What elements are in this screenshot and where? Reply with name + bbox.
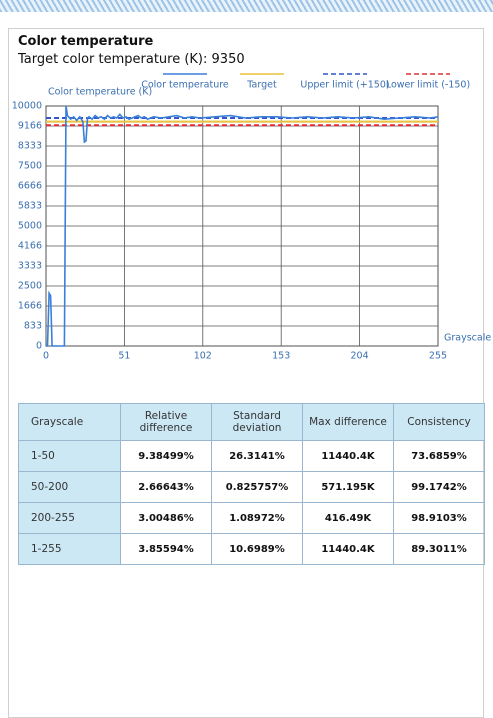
x-tick-label: 153 (272, 351, 290, 362)
table-cell: 3.00486% (120, 502, 212, 534)
table-cell: 26.3141% (211, 440, 303, 472)
y-tick-label: 3333 (18, 261, 42, 272)
y-tick-label: 10000 (12, 101, 42, 112)
x-tick-label: 51 (118, 351, 130, 362)
table-cell: 0.825757% (211, 471, 303, 503)
y-tick-label: 5000 (18, 221, 42, 232)
y-tick-label: 8333 (18, 141, 42, 152)
subtitle: Target color temperature (K): 9350 (18, 52, 245, 67)
y-tick-label: 0 (36, 341, 42, 352)
table-cell: 98.9103% (393, 502, 485, 534)
column-header: Grayscale (18, 403, 121, 441)
table-cell: 89.3011% (393, 533, 485, 565)
table-cell: 1.08972% (211, 502, 303, 534)
table-cell: 50-200 (18, 471, 121, 503)
x-tick-label: 204 (351, 351, 369, 362)
table-row: Grayscale Relative difference Standard dev… (18, 403, 485, 441)
table-cell: 1-50 (18, 440, 121, 472)
table-cell: 11440.4K (302, 533, 394, 565)
legend-label: Upper limit (+150) (300, 80, 389, 91)
table-cell: 3.85594% (120, 533, 212, 565)
table-cell: 416.49K (302, 502, 394, 534)
y-tick-label: 6666 (18, 181, 42, 192)
y-tick-label: 7500 (18, 161, 42, 172)
table-row: 50-200 2.66643% 0.825757% 571.195K 99.1742% (18, 471, 485, 503)
y-axis-label: Color temperature (K) (48, 87, 152, 98)
y-tick-label: 5833 (18, 201, 42, 212)
table-cell: 10.6989% (211, 533, 303, 565)
table-cell: 200-255 (18, 502, 121, 534)
table: Grayscale Relative difference Standard dev… (18, 403, 485, 565)
table-row: 200-255 3.00486% 1.08972% 416.49K 98.9103% (18, 502, 485, 534)
table-cell: 73.6859% (393, 440, 485, 472)
y-tick-label: 4166 (18, 241, 42, 252)
title: Color temperature (18, 34, 154, 49)
table-cell: 11440.4K (302, 440, 394, 472)
series-line (46, 105, 439, 347)
x-axis-label: Grayscale (444, 333, 491, 344)
table-row: 1-50 9.38499% 26.3141% 11440.4K 73.6859% (18, 440, 485, 472)
column-header: Relative difference (120, 403, 212, 441)
table-cell: 1-255 (18, 533, 121, 565)
decor-band (0, 0, 493, 12)
table-row: 1-255 3.85594% 10.6989% 11440.4K 89.3011% (18, 533, 485, 565)
table-cell: 571.195K (302, 471, 394, 503)
table-cell: 9.38499% (120, 440, 212, 472)
table-cell: 99.1742% (393, 471, 485, 503)
x-tick-label: 255 (429, 351, 447, 362)
x-tick-label: 102 (194, 351, 212, 362)
x-tick-label: 0 (43, 351, 49, 362)
y-tick-label: 1666 (18, 301, 42, 312)
column-header: Consistency (393, 403, 485, 441)
table-cell: 2.66643% (120, 471, 212, 503)
chart: 0 833 1666 2500 3333 4166 5000 5833 6666 7500 8333… (12, 73, 491, 362)
legend-label: Target (246, 80, 277, 91)
y-tick-label: 2500 (18, 281, 42, 292)
legend-label: Lower limit (-150) (386, 80, 470, 91)
column-header: Max difference (302, 403, 394, 441)
legend-label: Color temperature (141, 80, 229, 91)
y-tick-label: 833 (24, 321, 42, 332)
y-tick-label: 9166 (18, 121, 42, 132)
column-header: Standard deviation (211, 403, 303, 441)
